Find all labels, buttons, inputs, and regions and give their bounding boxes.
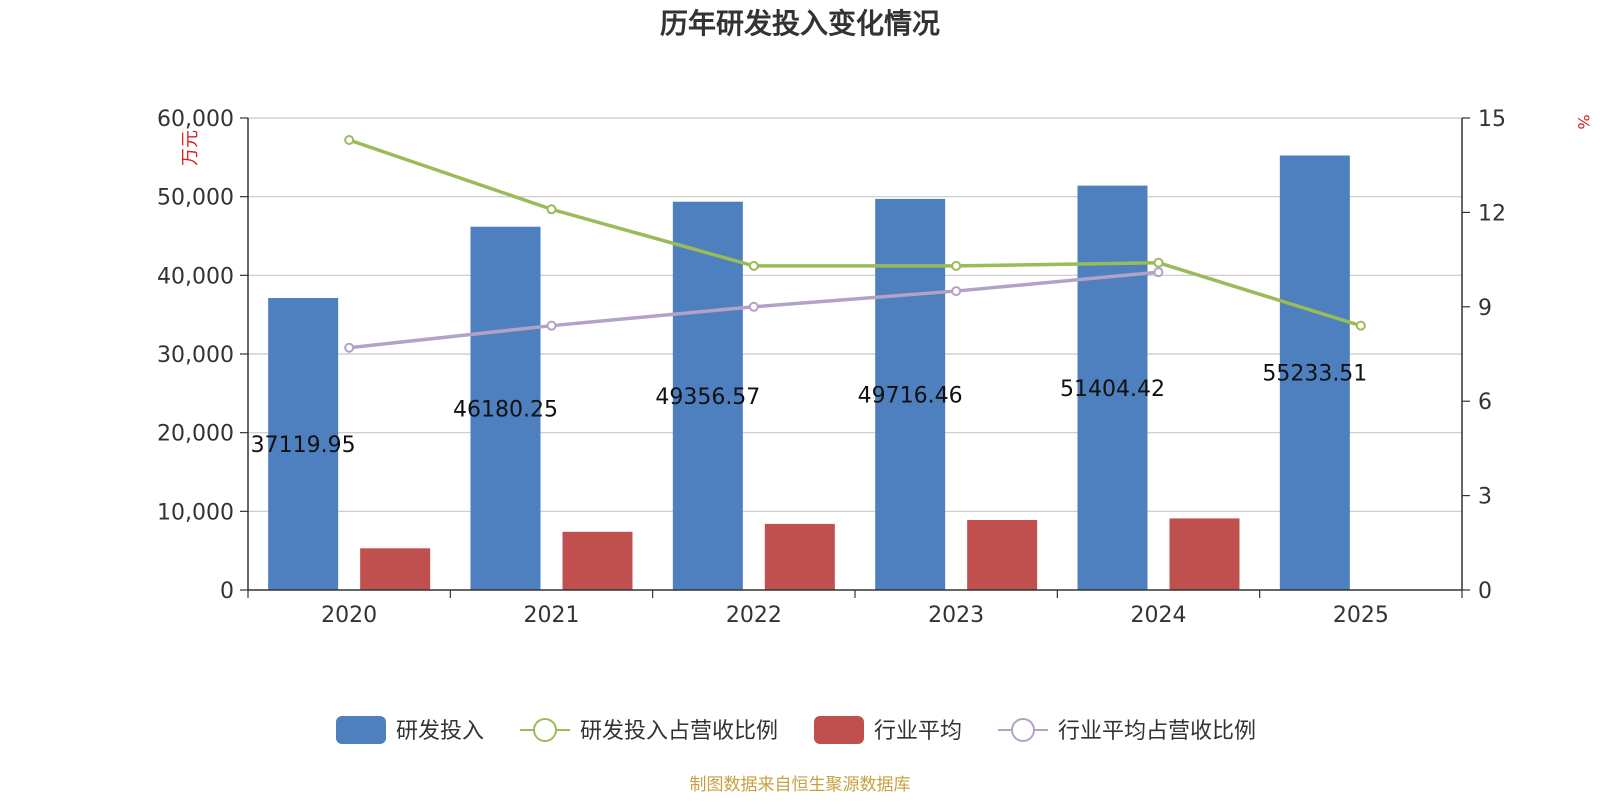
label-layer: 37119.95 46180.25 49356.57 49716.46 51404.42… xyxy=(251,362,1368,458)
legend-swatch-行业平均 xyxy=(814,716,864,744)
right-axis-unit: % xyxy=(1574,114,1593,129)
bar-行业平均 xyxy=(562,531,633,590)
legend-swatch-marker-研发投入占营收比例 xyxy=(533,718,557,742)
left-tick-label: 30,000 xyxy=(157,343,234,368)
legend-label: 研发投入占营收比例 xyxy=(580,719,778,744)
bar-value-label: 49716.46 xyxy=(858,383,963,408)
line-point-研发投入占营收比例 xyxy=(546,204,557,215)
legend-label: 研发投入 xyxy=(396,719,484,744)
x-tick-label: 2024 xyxy=(1131,603,1187,628)
bar-研发投入 xyxy=(1279,155,1350,590)
right-tick-label: 0 xyxy=(1478,579,1492,604)
right-tick-label: 12 xyxy=(1478,201,1506,226)
line-point-行业平均占营收比例 xyxy=(1153,267,1164,278)
bar-行业平均 xyxy=(967,519,1038,590)
bar-value-label: 37119.95 xyxy=(251,433,356,458)
left-tick-label: 10,000 xyxy=(157,500,234,525)
x-tick-label: 2025 xyxy=(1333,603,1389,628)
line-point-行业平均占营收比例 xyxy=(748,301,759,312)
line-point-行业平均占营收比例 xyxy=(344,342,355,353)
legend-label: 行业平均 xyxy=(874,719,962,744)
line-point-研发投入占营收比例 xyxy=(344,135,355,146)
bar-研发投入 xyxy=(268,297,339,590)
left-tick-label: 0 xyxy=(220,579,234,604)
line-point-研发投入占营收比例 xyxy=(1355,320,1366,331)
left-tick-label: 50,000 xyxy=(157,186,234,211)
x-tick-label: 2023 xyxy=(928,603,984,628)
chart-title: 历年研发投入变化情况 xyxy=(660,7,940,40)
bar-研发投入 xyxy=(672,201,743,590)
x-tick-label: 2022 xyxy=(726,603,782,628)
source-note: 制图数据来自恒生聚源数据库 xyxy=(690,775,911,795)
line-point-行业平均占营收比例 xyxy=(546,320,557,331)
left-tick-label: 40,000 xyxy=(157,264,234,289)
right-tick-label: 15 xyxy=(1478,107,1506,132)
left-tick-label: 60,000 xyxy=(157,107,234,132)
bar-value-label: 51404.42 xyxy=(1060,377,1165,402)
bar-研发投入 xyxy=(1077,185,1148,590)
line-point-研发投入占营收比例 xyxy=(1153,257,1164,268)
bar-行业平均 xyxy=(360,548,431,590)
legend-label: 行业平均占营收比例 xyxy=(1058,719,1256,744)
right-tick-label: 6 xyxy=(1478,390,1492,415)
bar-value-label: 49356.57 xyxy=(655,385,760,410)
grid-layer xyxy=(248,117,1462,512)
bar-value-label: 46180.25 xyxy=(453,397,558,422)
line-point-研发投入占营收比例 xyxy=(748,260,759,271)
left-axis-unit: 万元 xyxy=(180,130,201,166)
bar-研发投入 xyxy=(470,226,541,590)
bar-研发投入 xyxy=(875,198,946,590)
line-point-行业平均占营收比例 xyxy=(951,286,962,297)
bar-layer xyxy=(268,155,1350,590)
legend-swatch-marker-行业平均占营收比例 xyxy=(1011,718,1035,742)
bar-value-label: 55233.51 xyxy=(1262,362,1367,387)
x-tick-label: 2021 xyxy=(524,603,580,628)
line-layer xyxy=(344,135,1366,353)
line-研发投入占营收比例 xyxy=(348,138,1362,328)
right-tick-label: 9 xyxy=(1478,296,1492,321)
bar-行业平均 xyxy=(1169,518,1240,590)
left-tick-label: 20,000 xyxy=(157,422,234,447)
x-tick-label: 2020 xyxy=(321,603,377,628)
legend-swatch-研发投入 xyxy=(336,716,386,744)
axis-layer: 0 10,000 20,000 30,000 40,000 50,000 60,000 0 3 6… xyxy=(157,107,1506,628)
legend: 研发投入 研发投入占营收比例 行业平均 行业平均占营收比例 xyxy=(336,716,1256,744)
right-tick-label: 3 xyxy=(1478,485,1492,510)
line-point-研发投入占营收比例 xyxy=(951,260,962,271)
bar-行业平均 xyxy=(764,523,835,590)
